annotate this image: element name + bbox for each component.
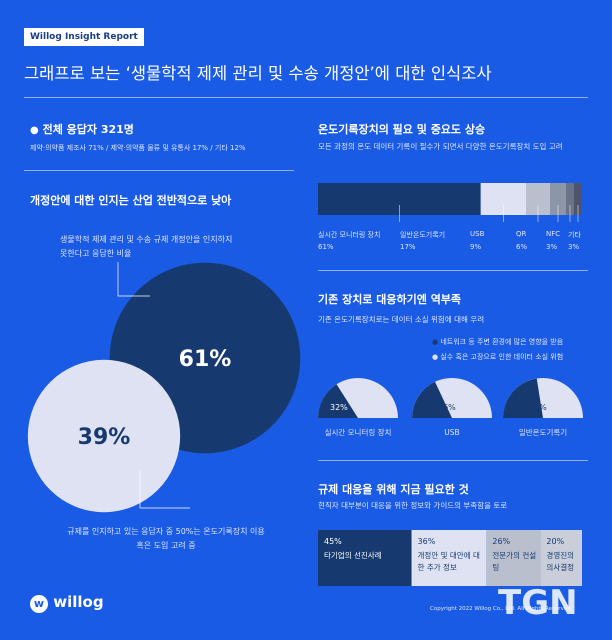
awareness-circle	[27, 359, 181, 513]
half-pie-value: 36%	[438, 403, 456, 412]
half-pie-slice	[503, 378, 543, 418]
needs-title: 규제 대응을 위해 지금 필요한 것	[318, 483, 469, 496]
half-pie-slice	[412, 381, 452, 418]
needs-value: 36%	[417, 537, 436, 546]
logo: w willog	[30, 593, 104, 613]
segment-name: USB	[470, 230, 485, 238]
needs-subtitle: 현직자 대부분이 대응을 위한 정보와 가이드의 부족함을 토로	[318, 501, 508, 510]
awareness-label: 규제를 인지하고 있는 응답자 중 50%는 온도기록장치 이용 혹은 도입 고…	[67, 527, 265, 550]
segment-name: NFC	[546, 230, 561, 238]
segment-value: 3%	[546, 243, 558, 251]
needs-label: 타기업의 선진사례	[324, 551, 382, 560]
awareness-title: 개정안에 대한 인지는 산업 전반적으로 낮아	[30, 194, 232, 207]
bar-segment	[574, 183, 582, 215]
awareness-value: 39%	[78, 425, 131, 450]
divider	[24, 170, 294, 171]
callout-line	[117, 262, 150, 297]
divider	[318, 270, 588, 271]
divider	[318, 460, 588, 461]
vulnerability-subtitle: 기존 온도기록장치로는 데이터 소실 위험에 대해 우려	[318, 315, 485, 324]
awareness-label: 생물학적 제제 관리 및 수송 규제 개정안을 인지하지 못한다고 응답한 비율	[60, 235, 233, 258]
callout-line	[139, 470, 190, 509]
needs-value: 20%	[546, 537, 565, 546]
legend-item: ● 네트워크 등 주변 환경에 많은 영향을 받음	[432, 338, 564, 346]
copyright: Copyright 2022 Willog Co., Ltd. All Righ…	[430, 606, 573, 612]
divider	[24, 97, 588, 98]
half-pie-value: 45%	[529, 403, 547, 412]
segment-value: 17%	[400, 243, 416, 251]
segment-name: QR	[516, 230, 527, 238]
needs-value: 26%	[492, 537, 511, 546]
needs-label: 경영진의 의사결정	[546, 551, 575, 572]
legend-item: ● 실수 혹은 고장으로 인한 데이터 소실 위험	[432, 353, 564, 361]
respondents-detail: 제약·의약품 제조사 71% / 제약·의약품 물류 및 유통사 17% / 기…	[30, 144, 246, 152]
vulnerability-title: 기존 장치로 대응하기엔 역부족	[318, 293, 462, 306]
half-pie-value: 32%	[330, 403, 348, 412]
awareness-value: 61%	[179, 347, 232, 372]
half-pie-slice	[318, 384, 358, 418]
half-pie-name: 실시간 모니터링 장치	[325, 427, 392, 437]
bar-segment	[318, 530, 412, 586]
title: 그래프로 보는 ‘생물학적 제제 관리 및 수송 개정안’에 대한 인식조사	[24, 64, 492, 83]
respondents-title-text: 전체 응답자 321명	[42, 123, 134, 136]
needs-value: 45%	[324, 537, 342, 546]
bar-segment	[486, 530, 541, 586]
segment-value: 3%	[568, 243, 580, 251]
segment-name: 기타	[568, 231, 581, 239]
needs-label: 개정안 및 대안에 대한 추가 정보	[417, 551, 480, 572]
bar-segment	[540, 530, 582, 586]
segment-value: 9%	[470, 243, 482, 251]
segment-name: 실시간 모니터링 장치	[318, 231, 381, 239]
badge: Willog Insight Report	[24, 28, 144, 46]
segment-name: 일반온도기록기	[400, 231, 446, 239]
bar-segment	[550, 183, 566, 215]
segment-value: 61%	[318, 243, 334, 251]
half-pie-name: USB	[444, 428, 459, 437]
bar-segment	[411, 530, 487, 586]
half-pie-name: 일반온도기록기	[519, 428, 567, 437]
legend-text: 실수 혹은 고장으로 인한 데이터 소실 위험	[440, 353, 564, 361]
logo-text: willog	[53, 593, 104, 611]
importance-title: 온도기록장치의 필요 및 중요도 상승	[318, 123, 486, 136]
legend-text: 네트워크 등 주변 환경에 많은 영향을 받음	[440, 338, 564, 346]
bar-segment	[566, 183, 574, 215]
watermark: TGN	[498, 583, 578, 623]
importance-subtitle: 모든 과정의 온도 데이터 기록이 필수가 되면서 다양한 온도기록장치 도입 …	[318, 142, 563, 151]
segment-value: 6%	[516, 243, 528, 251]
needs-label: 전문가의 컨설팅	[492, 551, 537, 572]
respondents-title: ● 전체 응답자 321명	[30, 123, 134, 136]
